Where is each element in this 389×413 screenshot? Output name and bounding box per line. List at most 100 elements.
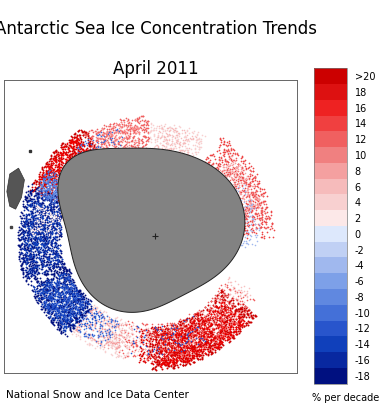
Point bbox=[54, 230, 60, 236]
Point bbox=[92, 317, 98, 324]
Point bbox=[108, 330, 114, 337]
Point bbox=[218, 304, 224, 310]
Point bbox=[21, 213, 27, 219]
Point bbox=[201, 325, 207, 331]
Point bbox=[73, 164, 79, 170]
Point bbox=[235, 296, 241, 302]
Point bbox=[256, 197, 262, 203]
Point bbox=[215, 174, 221, 180]
Point bbox=[56, 230, 62, 236]
Point bbox=[66, 156, 72, 162]
Point bbox=[63, 178, 69, 185]
Point bbox=[45, 256, 51, 262]
Point bbox=[30, 199, 37, 206]
Point bbox=[235, 231, 242, 238]
Point bbox=[124, 349, 130, 356]
Point bbox=[221, 332, 228, 339]
Point bbox=[163, 327, 169, 334]
Point bbox=[131, 142, 137, 148]
Point bbox=[234, 152, 240, 158]
Point bbox=[87, 325, 93, 331]
Point bbox=[202, 322, 208, 328]
Point bbox=[24, 199, 30, 205]
Point bbox=[99, 153, 105, 159]
Point bbox=[103, 313, 110, 320]
Point bbox=[65, 277, 72, 283]
Point bbox=[60, 309, 67, 316]
Point bbox=[126, 334, 132, 340]
Point bbox=[58, 152, 65, 159]
Point bbox=[88, 309, 95, 316]
Point bbox=[63, 283, 70, 290]
Point bbox=[168, 325, 174, 332]
Point bbox=[47, 304, 54, 311]
Point bbox=[236, 175, 242, 181]
Point bbox=[45, 171, 51, 178]
Point bbox=[61, 190, 67, 196]
Point bbox=[192, 345, 198, 351]
Point bbox=[105, 322, 111, 329]
Point bbox=[191, 326, 198, 332]
Point bbox=[128, 124, 135, 131]
Point bbox=[101, 154, 107, 161]
Point bbox=[20, 229, 26, 236]
Point bbox=[180, 327, 187, 333]
Point bbox=[24, 256, 30, 262]
Point bbox=[258, 224, 265, 231]
Point bbox=[76, 166, 82, 172]
Point bbox=[57, 242, 63, 249]
Point bbox=[36, 223, 42, 229]
Point bbox=[198, 330, 204, 337]
Point bbox=[27, 247, 33, 254]
Point bbox=[85, 140, 91, 147]
Point bbox=[174, 325, 180, 332]
Point bbox=[117, 347, 123, 353]
Point bbox=[56, 314, 62, 321]
Point bbox=[183, 343, 189, 349]
Point bbox=[48, 240, 54, 246]
Point bbox=[127, 126, 133, 133]
Point bbox=[44, 214, 50, 220]
Point bbox=[62, 313, 68, 319]
Point bbox=[37, 236, 43, 243]
Point bbox=[248, 202, 254, 209]
Point bbox=[68, 290, 75, 297]
Point bbox=[37, 177, 43, 183]
Point bbox=[124, 352, 130, 359]
Point bbox=[224, 329, 230, 336]
Point bbox=[193, 324, 200, 330]
Point bbox=[261, 198, 268, 205]
Point bbox=[57, 178, 63, 184]
Point bbox=[26, 247, 32, 254]
Point bbox=[221, 147, 227, 153]
Point bbox=[184, 347, 191, 354]
Point bbox=[233, 155, 240, 162]
Point bbox=[163, 358, 169, 365]
Point bbox=[236, 173, 242, 180]
Point bbox=[39, 220, 46, 226]
Point bbox=[53, 310, 60, 316]
Point bbox=[121, 135, 127, 142]
Point bbox=[230, 314, 237, 321]
Point bbox=[39, 209, 45, 216]
Point bbox=[161, 361, 168, 368]
Point bbox=[46, 295, 52, 302]
Point bbox=[198, 332, 204, 339]
Point bbox=[173, 332, 179, 339]
Point bbox=[109, 323, 116, 330]
Point bbox=[43, 190, 49, 197]
Point bbox=[193, 348, 199, 354]
Point bbox=[82, 134, 88, 140]
Point bbox=[210, 333, 216, 340]
Point bbox=[198, 326, 204, 332]
Point bbox=[184, 332, 190, 339]
Point bbox=[161, 361, 167, 368]
Point bbox=[23, 195, 30, 202]
Point bbox=[149, 332, 155, 339]
Point bbox=[138, 125, 144, 132]
Point bbox=[226, 312, 232, 318]
Point bbox=[63, 314, 69, 320]
Point bbox=[28, 244, 35, 251]
Point bbox=[81, 128, 88, 135]
Point bbox=[58, 176, 64, 183]
